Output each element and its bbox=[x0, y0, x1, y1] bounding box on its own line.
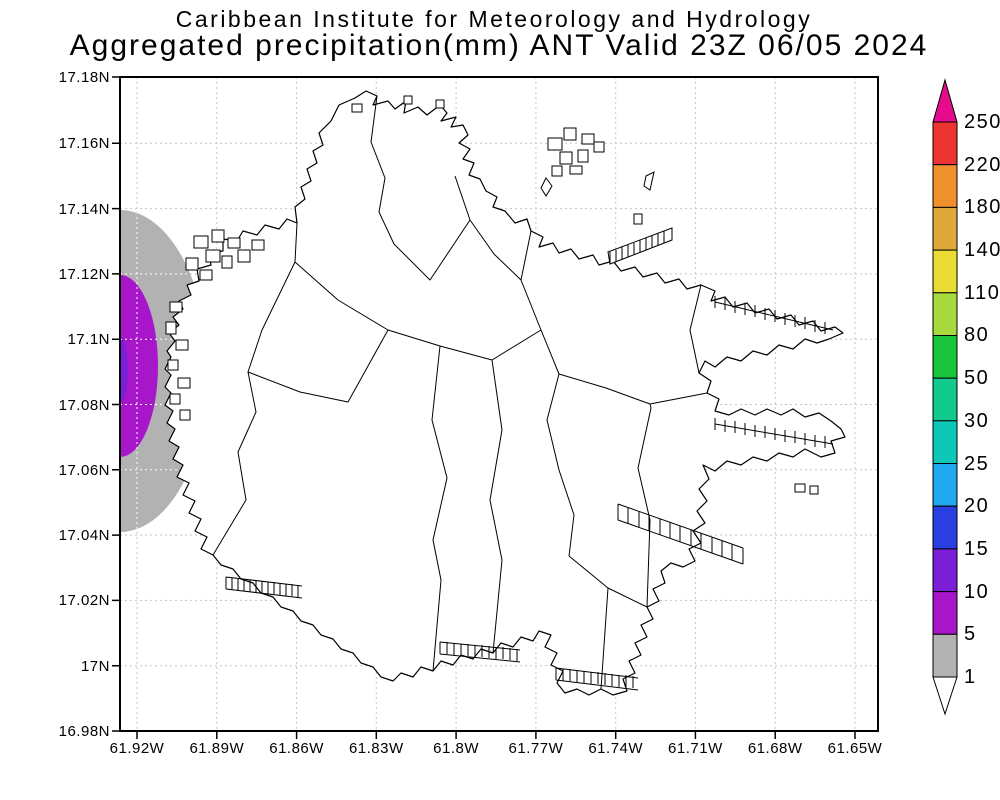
gridlines-over-shading bbox=[120, 210, 208, 532]
x-tick-label: 61.71W bbox=[668, 740, 723, 757]
coastal-polygon-chain-east-arm2 bbox=[714, 418, 834, 448]
y-tick-label: 17.18N bbox=[59, 69, 110, 86]
colorbar-label: 25 bbox=[964, 453, 989, 475]
coastal-polygon-chain-willoughby bbox=[617, 503, 744, 565]
colorbar-segment bbox=[932, 633, 958, 678]
y-tick-label: 17.06N bbox=[59, 462, 110, 479]
colorbar-label: 1 bbox=[964, 666, 977, 688]
figure-title-line2: Aggregated precipitation(mm) ANT Valid 2… bbox=[70, 29, 929, 62]
antigua-watershed-map bbox=[164, 90, 846, 696]
y-tick-label: 17N bbox=[81, 658, 110, 675]
colorbar-segment bbox=[932, 292, 958, 336]
x-tick-label: 61.8W bbox=[433, 740, 479, 757]
y-tick-label: 17.1N bbox=[67, 331, 110, 348]
colorbar-segment bbox=[932, 591, 958, 635]
colorbar-segment bbox=[932, 377, 958, 422]
y-tick-label: 17.12N bbox=[59, 266, 110, 283]
colorbar-label: 10 bbox=[964, 581, 989, 603]
colorbar-under-arrow bbox=[932, 676, 958, 716]
x-axis-ticks bbox=[136, 731, 856, 739]
figure-title-line1: Caribbean Institute for Meteorology and … bbox=[176, 6, 812, 32]
colorbar-label: 250 bbox=[964, 111, 1000, 133]
y-tick-label: 17.04N bbox=[59, 527, 110, 544]
colorbar-segment bbox=[932, 164, 958, 208]
colorbar-segment bbox=[932, 420, 958, 464]
y-tick-label: 16.98N bbox=[59, 723, 110, 740]
x-tick-label: 61.77W bbox=[509, 740, 564, 757]
y-tick-label: 17.14N bbox=[59, 201, 110, 218]
y-tick-label: 17.16N bbox=[59, 135, 110, 152]
colorbar-label: 180 bbox=[964, 196, 1000, 218]
x-tick-label: 61.68W bbox=[748, 740, 803, 757]
coastal-polygon-chain-south1 bbox=[439, 641, 521, 663]
colorbar-segment bbox=[932, 121, 958, 166]
colorbar-label: 80 bbox=[964, 324, 989, 346]
colorbar-segment bbox=[932, 548, 958, 593]
colorbar-label: 110 bbox=[964, 282, 1000, 304]
x-tick-label: 61.86W bbox=[269, 740, 324, 757]
colorbar-over-arrow bbox=[932, 78, 958, 123]
colorbar-label: 5 bbox=[964, 623, 977, 645]
coastal-polygon-chain-southwest bbox=[225, 576, 303, 599]
colorbar-label: 30 bbox=[964, 410, 989, 432]
colorbar-segment bbox=[932, 505, 958, 550]
colorbar-label: 140 bbox=[964, 239, 1000, 261]
coastal-polygon-chain-east-arm1 bbox=[714, 296, 834, 334]
colorbar-label: 20 bbox=[964, 495, 989, 517]
island-coastline bbox=[164, 90, 846, 696]
x-tick-label: 61.83W bbox=[349, 740, 404, 757]
colorbar: 250 220 180 140 110 80 50 30 25 20 15 10… bbox=[932, 78, 1000, 716]
colorbar-label: 220 bbox=[964, 154, 1000, 176]
west-coast-polygons bbox=[165, 95, 445, 421]
offshore-islets bbox=[540, 127, 819, 495]
colorbar-segment bbox=[932, 463, 958, 507]
x-tick-label: 61.92W bbox=[110, 740, 165, 757]
watershed-boundaries bbox=[212, 95, 708, 690]
colorbar-label: 50 bbox=[964, 367, 989, 389]
colorbar-segment bbox=[932, 206, 958, 251]
x-tick-label: 61.89W bbox=[189, 740, 244, 757]
y-tick-label: 17.08N bbox=[59, 397, 110, 414]
colorbar-segment bbox=[932, 335, 958, 379]
precip-band-5-10mm bbox=[120, 275, 158, 457]
x-tick-label: 61.74W bbox=[588, 740, 643, 757]
x-tick-label: 61.65W bbox=[828, 740, 883, 757]
precip-band-10-15mm bbox=[120, 337, 128, 403]
y-tick-label: 17.02N bbox=[59, 592, 110, 609]
colorbar-label: 15 bbox=[964, 538, 989, 560]
coastal-polygon-chain-south2 bbox=[555, 667, 639, 691]
y-axis-ticks bbox=[112, 76, 120, 732]
colorbar-segment bbox=[932, 249, 958, 294]
